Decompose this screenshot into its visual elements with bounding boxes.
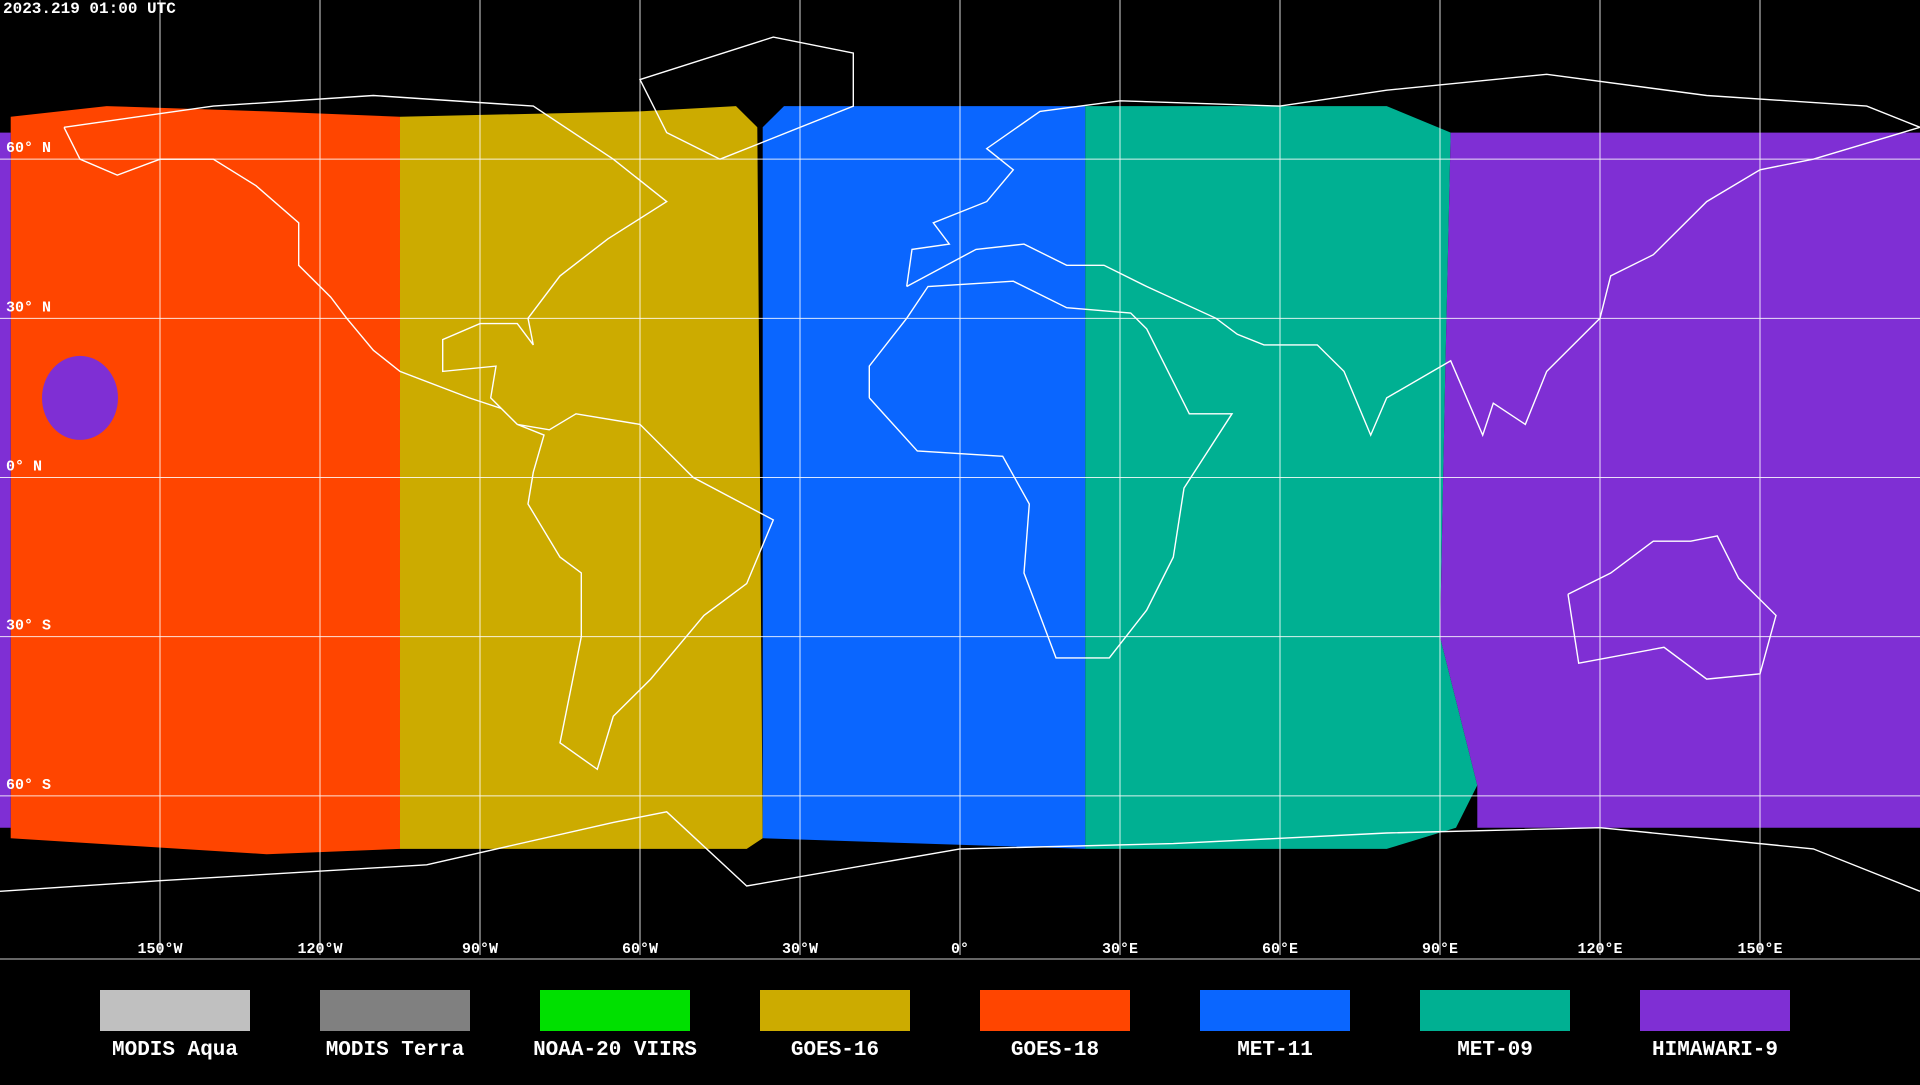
- lon-label: 90°E: [1422, 941, 1458, 958]
- legend-label: GOES-18: [1011, 1039, 1099, 1062]
- coastline: [63, 94, 775, 771]
- lon-label: 150°W: [137, 941, 182, 958]
- legend-label: MODIS Terra: [326, 1039, 465, 1062]
- legend-label: HIMAWARI-9: [1652, 1039, 1778, 1062]
- lon-label: 30°W: [782, 941, 818, 958]
- coverage-himawari-9: [0, 132, 11, 828]
- coastline: [868, 280, 1234, 659]
- lon-label: 60°E: [1262, 941, 1298, 958]
- coastline: [1567, 535, 1777, 680]
- legend-label: NOAA-20 VIIRS: [533, 1039, 697, 1062]
- coastline: [906, 73, 1920, 438]
- coverage-goes-18: [10, 106, 400, 855]
- timestamp: 2023.219 01:00 UTC: [3, 0, 176, 18]
- legend-label: MET-11: [1237, 1039, 1313, 1062]
- legend: MODIS Aqua MODIS Terra NOAA-20 VIIRS GOES-1…: [100, 990, 1790, 1062]
- legend-swatch: [320, 990, 470, 1031]
- legend-label: MET-09: [1457, 1039, 1533, 1062]
- legend-swatch: [100, 990, 250, 1031]
- legend-swatch: [1420, 990, 1570, 1031]
- lon-label: 90°W: [462, 941, 498, 958]
- lon-label: 150°E: [1737, 941, 1782, 958]
- lat-label: 60° S: [6, 777, 51, 794]
- lat-label: 30° N: [6, 299, 51, 316]
- legend-swatch: [760, 990, 910, 1031]
- lat-label: 30° S: [6, 618, 51, 635]
- legend-label: GOES-16: [791, 1039, 879, 1062]
- coastline: [639, 36, 854, 160]
- lon-label: 30°E: [1102, 941, 1138, 958]
- coverage-himawari-9: [42, 355, 118, 440]
- coverage-himawari-9: [1440, 132, 1920, 828]
- lat-label: 60° N: [6, 140, 51, 157]
- lat-label: 0° N: [6, 459, 42, 476]
- lon-label: 120°W: [297, 941, 342, 958]
- legend-swatch: [540, 990, 690, 1031]
- lon-label: 120°E: [1577, 941, 1622, 958]
- coverage-layer: [0, 106, 1920, 855]
- lon-label: 60°W: [622, 941, 658, 958]
- coastline: [0, 811, 1920, 892]
- graticule: 60° N 30° N 0° N 30° S 60° S 150°W 120°W 90°W 60…: [0, 0, 1920, 958]
- coastlines: [0, 36, 1920, 892]
- legend-swatch: [980, 990, 1130, 1031]
- legend-swatch: [1640, 990, 1790, 1031]
- lon-label: 0°: [951, 941, 969, 958]
- legend-swatch: [1200, 990, 1350, 1031]
- legend-label: MODIS Aqua: [112, 1039, 238, 1062]
